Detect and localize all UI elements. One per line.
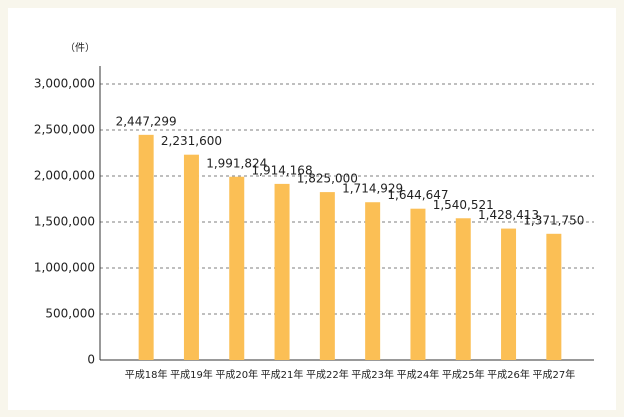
value-label: 1,644,647 <box>387 188 448 202</box>
value-label: 2,447,299 <box>116 114 177 128</box>
x-tick-label: 平成26年 <box>487 368 530 381</box>
x-tick-label: 平成18年 <box>125 368 168 381</box>
y-tick-label: 1,500,000 <box>34 215 95 229</box>
bar <box>410 208 426 360</box>
y-tick-label: 0 <box>87 353 95 367</box>
bar <box>455 218 471 360</box>
bar <box>546 233 562 360</box>
bar <box>501 228 517 360</box>
value-label: 1,991,824 <box>206 156 267 170</box>
y-tick-label: 500,000 <box>45 307 95 321</box>
value-label: 1,371,750 <box>523 213 584 227</box>
y-tick-label: 3,000,000 <box>34 77 95 91</box>
value-label: 1,540,521 <box>433 198 494 212</box>
x-tick-label: 平成20年 <box>215 368 258 381</box>
bar <box>229 176 245 360</box>
value-label: 1,714,929 <box>342 182 403 196</box>
x-tick-label: 平成27年 <box>532 368 575 381</box>
bar <box>183 154 199 360</box>
x-tick-label: 平成22年 <box>306 368 349 381</box>
y-tick-label: 2,500,000 <box>34 123 95 137</box>
value-label: 1,825,000 <box>297 172 358 186</box>
value-label: 2,231,600 <box>161 134 222 148</box>
bar <box>138 134 154 360</box>
x-tick-label: 平成24年 <box>397 368 440 381</box>
bar <box>319 192 335 360</box>
bar <box>365 202 381 360</box>
y-axis-label: （件） <box>65 42 95 54</box>
bar <box>274 183 290 360</box>
value-label: 1,914,168 <box>252 163 313 177</box>
y-tick-label: 1,000,000 <box>34 261 95 275</box>
x-tick-label: 平成25年 <box>442 368 485 381</box>
x-tick-label: 平成21年 <box>261 368 304 381</box>
x-tick-label: 平成19年 <box>170 368 213 381</box>
y-tick-label: 2,000,000 <box>34 169 95 183</box>
x-tick-label: 平成23年 <box>351 368 394 381</box>
value-label: 1,428,413 <box>478 208 539 222</box>
